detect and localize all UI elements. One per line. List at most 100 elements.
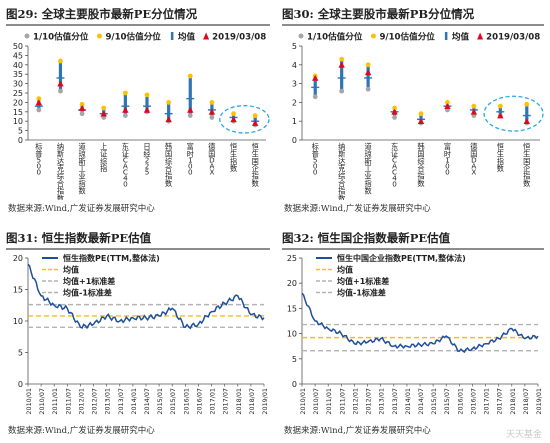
range-bar [123, 93, 127, 116]
current-marker [165, 116, 172, 123]
high-dot [418, 111, 424, 117]
x-tick-label: 2018/01 [235, 388, 243, 415]
x-tick-label: 2012/07 [91, 388, 99, 415]
x-tick-label: 2015/07 [443, 388, 451, 415]
current-marker [523, 118, 530, 124]
x-tick-label: 2012/07 [365, 388, 373, 415]
current-marker [391, 108, 398, 115]
high-dot [209, 100, 215, 105]
y-tick-label: 50 [13, 42, 23, 51]
x-tick-label: 2012/01 [77, 388, 85, 415]
x-tick-label: 2016/07 [195, 388, 203, 415]
y-tick-label: 45 [13, 51, 23, 60]
high-dot [166, 100, 172, 105]
legend-entry: 均值+1标准差 [337, 276, 389, 286]
x-tick-label: 标普 5 0 0 [312, 142, 319, 176]
panel-title: 图31: 恒生指数最新PE估值 [6, 228, 270, 250]
x-tick-label: 2013/01 [378, 388, 386, 415]
legend-marker [477, 32, 484, 40]
x-tick-label: 德国 D A X [470, 142, 477, 176]
current-marker [364, 69, 372, 76]
x-tick-label: 2011/07 [338, 388, 346, 415]
x-tick-label: 恒生国企指数 [523, 142, 530, 188]
high-dot [524, 101, 530, 107]
x-tick-label: 恒生指数 [230, 142, 237, 173]
y-tick-label: 10 [287, 330, 297, 339]
source-note: 数据来源:Wind,广发证券发展研究中心 [8, 426, 155, 436]
legend-marker [370, 33, 376, 39]
x-tick-label: 2018/01 [509, 388, 517, 415]
x-tick-label: 2015/07 [169, 388, 177, 415]
watermark: 天天基金 [505, 430, 542, 440]
y-tick-label: 5 [292, 42, 297, 51]
low-dot [365, 86, 371, 92]
x-tick-label: 2010/07 [38, 388, 46, 415]
y-tick-label: 35 [13, 70, 23, 79]
current-marker [230, 116, 237, 123]
x-tick-label: 上证综指 [100, 142, 107, 173]
x-tick-label: 2014/01 [130, 388, 138, 415]
legend-entry: 2019/03/08 [212, 33, 266, 43]
current-marker [312, 74, 319, 81]
x-tick-label: 2017/07 [222, 388, 230, 415]
y-tick-label: 5 [18, 127, 23, 136]
x-tick-label: 韩国综合指数 [417, 142, 424, 188]
x-tick-label: 2010/01 [25, 388, 33, 415]
high-dot [497, 103, 503, 109]
high-dot [365, 62, 371, 68]
y-tick-label: 30 [13, 80, 23, 89]
legend-entry: 均值-1标准差 [337, 288, 386, 298]
high-dot [101, 105, 107, 111]
low-dot [79, 111, 85, 117]
x-tick-label: 2013/01 [104, 388, 112, 415]
y-tick-label: 40 [13, 61, 23, 70]
x-tick-label: 恒生指数 [497, 142, 504, 173]
x-tick-label: 2013/07 [117, 388, 125, 415]
chart-pb-quantile: 1/10估值分位 9/10估值分位 均值 2019/03/08 0 1 2 3 4 5 标普 5 0 0 纳… [292, 31, 544, 200]
y-tick-label: 5 [292, 355, 297, 364]
high-dot [187, 73, 193, 79]
legend-entry: 均值+1标准差 [63, 276, 115, 286]
y-tick-label: 25 [13, 89, 23, 98]
highlight-ellipse [483, 95, 544, 132]
x-tick-label: 2019/01 [535, 388, 543, 415]
x-tick-label: 2014/07 [417, 388, 425, 415]
chart-hsi-pe: 0 5 10 15 20 2010/01 2010/07 2011/01 2011/07 2012… [13, 253, 269, 415]
y-tick-label: 15 [13, 108, 23, 117]
current-marker [208, 108, 216, 115]
current-marker [122, 106, 129, 113]
range-bar [313, 76, 317, 97]
current-marker [470, 108, 478, 115]
panel-title: 图29: 全球主要股市最新PE分位情况 [6, 4, 270, 26]
x-tick-label: 2017/01 [483, 388, 491, 415]
high-dot [252, 113, 258, 118]
range-bar [188, 76, 192, 116]
low-dot [36, 107, 42, 113]
y-tick-label: 15 [13, 286, 23, 295]
source-note: 数据来源:Wind,广发证券发展研究中心 [284, 204, 431, 214]
low-dot [339, 88, 345, 94]
x-tick-label: 2011/01 [325, 388, 333, 415]
x-tick-label: 2010/07 [312, 388, 320, 415]
x-tick-label: 2011/07 [64, 388, 72, 415]
current-marker [444, 103, 451, 109]
legend-entry: 1/10估值分位 [33, 31, 89, 43]
y-tick-label: 15 [287, 304, 297, 313]
legend-entry: 2019/03/08 [486, 33, 540, 43]
legend-entry: 9/10估值分位 [105, 31, 161, 43]
x-tick-label: 东证 C A C 4 0 [391, 142, 398, 188]
x-tick-label: 2016/01 [456, 388, 464, 415]
chart-hscei-pe: 0 5 10 15 20 25 2010/01 2010/07 2011/01 2011/07 20… [287, 253, 543, 415]
x-tick-label: 东证 C A C 4 0 [122, 142, 129, 188]
x-tick-label: 2013/07 [391, 388, 399, 415]
panel-hsi-pe: 图31: 恒生指数最新PE估值 0 5 10 15 20 2010/01 2010/07 20… [6, 228, 270, 440]
y-tick-label: 2 [292, 98, 297, 107]
legend-entry: 9/10估值分位 [379, 31, 435, 43]
current-marker [78, 105, 86, 111]
current-marker [35, 99, 43, 106]
panel-pe-quantile: 图29: 全球主要股市最新PE分位情况 1/10估值分位 9/10估值分位 均值 20… [6, 4, 270, 220]
x-tick-label: 标普 5 0 0 [35, 142, 42, 176]
panel-title: 图32: 恒生国企指数最新PE估值 [282, 228, 544, 250]
y-tick-label: 3 [292, 80, 297, 89]
legend-marker [170, 32, 174, 40]
